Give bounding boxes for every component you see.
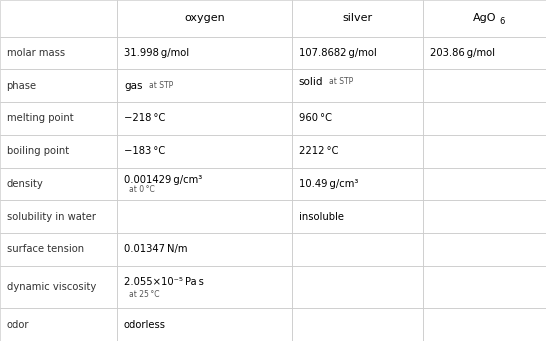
Bar <box>423 308 546 341</box>
Text: 6: 6 <box>500 16 505 26</box>
Bar <box>292 168 423 201</box>
Bar <box>117 308 292 341</box>
Bar <box>0 0 117 36</box>
Text: 31.998 g/mol: 31.998 g/mol <box>124 48 189 58</box>
Bar <box>0 135 117 168</box>
Text: solid: solid <box>299 77 323 87</box>
Bar <box>292 0 423 36</box>
Bar <box>292 201 423 233</box>
Bar <box>0 201 117 233</box>
Bar <box>292 69 423 102</box>
Bar <box>117 36 292 69</box>
Bar <box>117 0 292 36</box>
Bar <box>423 102 546 135</box>
Text: molar mass: molar mass <box>7 48 64 58</box>
Text: −183 °C: −183 °C <box>124 146 165 156</box>
Bar <box>0 69 117 102</box>
Bar <box>292 308 423 341</box>
Bar <box>423 233 546 266</box>
Bar <box>292 36 423 69</box>
Text: 107.8682 g/mol: 107.8682 g/mol <box>299 48 376 58</box>
Text: phase: phase <box>7 81 37 91</box>
Text: at STP: at STP <box>149 81 173 90</box>
Text: 10.49 g/cm³: 10.49 g/cm³ <box>299 179 358 189</box>
Text: at STP: at STP <box>329 77 353 86</box>
Bar <box>0 102 117 135</box>
Bar <box>0 266 117 308</box>
Text: insoluble: insoluble <box>299 212 343 222</box>
Bar <box>423 266 546 308</box>
Bar <box>423 135 546 168</box>
Text: 0.01347 N/m: 0.01347 N/m <box>124 244 187 254</box>
Bar <box>292 266 423 308</box>
Bar <box>0 36 117 69</box>
Bar <box>423 69 546 102</box>
Bar <box>292 233 423 266</box>
Bar <box>117 102 292 135</box>
Text: dynamic viscosity: dynamic viscosity <box>7 282 96 292</box>
Text: oxygen: oxygen <box>185 13 225 23</box>
Bar <box>117 266 292 308</box>
Bar <box>423 168 546 201</box>
Bar <box>423 201 546 233</box>
Bar <box>117 135 292 168</box>
Text: density: density <box>7 179 43 189</box>
Text: silver: silver <box>342 13 373 23</box>
Bar <box>0 308 117 341</box>
Text: 0.001429 g/cm³: 0.001429 g/cm³ <box>124 175 202 185</box>
Text: solubility in water: solubility in water <box>7 212 96 222</box>
Text: −218 °C: −218 °C <box>124 114 165 123</box>
Text: surface tension: surface tension <box>7 244 84 254</box>
Text: gas: gas <box>124 81 143 91</box>
Bar <box>423 36 546 69</box>
Bar <box>117 168 292 201</box>
Text: 2212 °C: 2212 °C <box>299 146 338 156</box>
Text: 960 °C: 960 °C <box>299 114 331 123</box>
Bar <box>0 168 117 201</box>
Text: at 0 °C: at 0 °C <box>129 186 155 194</box>
Text: 2.055×10⁻⁵ Pa s: 2.055×10⁻⁵ Pa s <box>124 277 204 287</box>
Bar <box>117 201 292 233</box>
Text: melting point: melting point <box>7 114 73 123</box>
Bar <box>292 135 423 168</box>
Bar <box>423 0 546 36</box>
Bar <box>117 233 292 266</box>
Text: AgO: AgO <box>473 13 496 23</box>
Bar <box>117 69 292 102</box>
Text: 203.86 g/mol: 203.86 g/mol <box>430 48 495 58</box>
Text: odorless: odorless <box>124 320 166 330</box>
Bar <box>292 102 423 135</box>
Text: boiling point: boiling point <box>7 146 69 156</box>
Bar <box>0 233 117 266</box>
Text: odor: odor <box>7 320 29 330</box>
Text: at 25 °C: at 25 °C <box>129 290 160 299</box>
